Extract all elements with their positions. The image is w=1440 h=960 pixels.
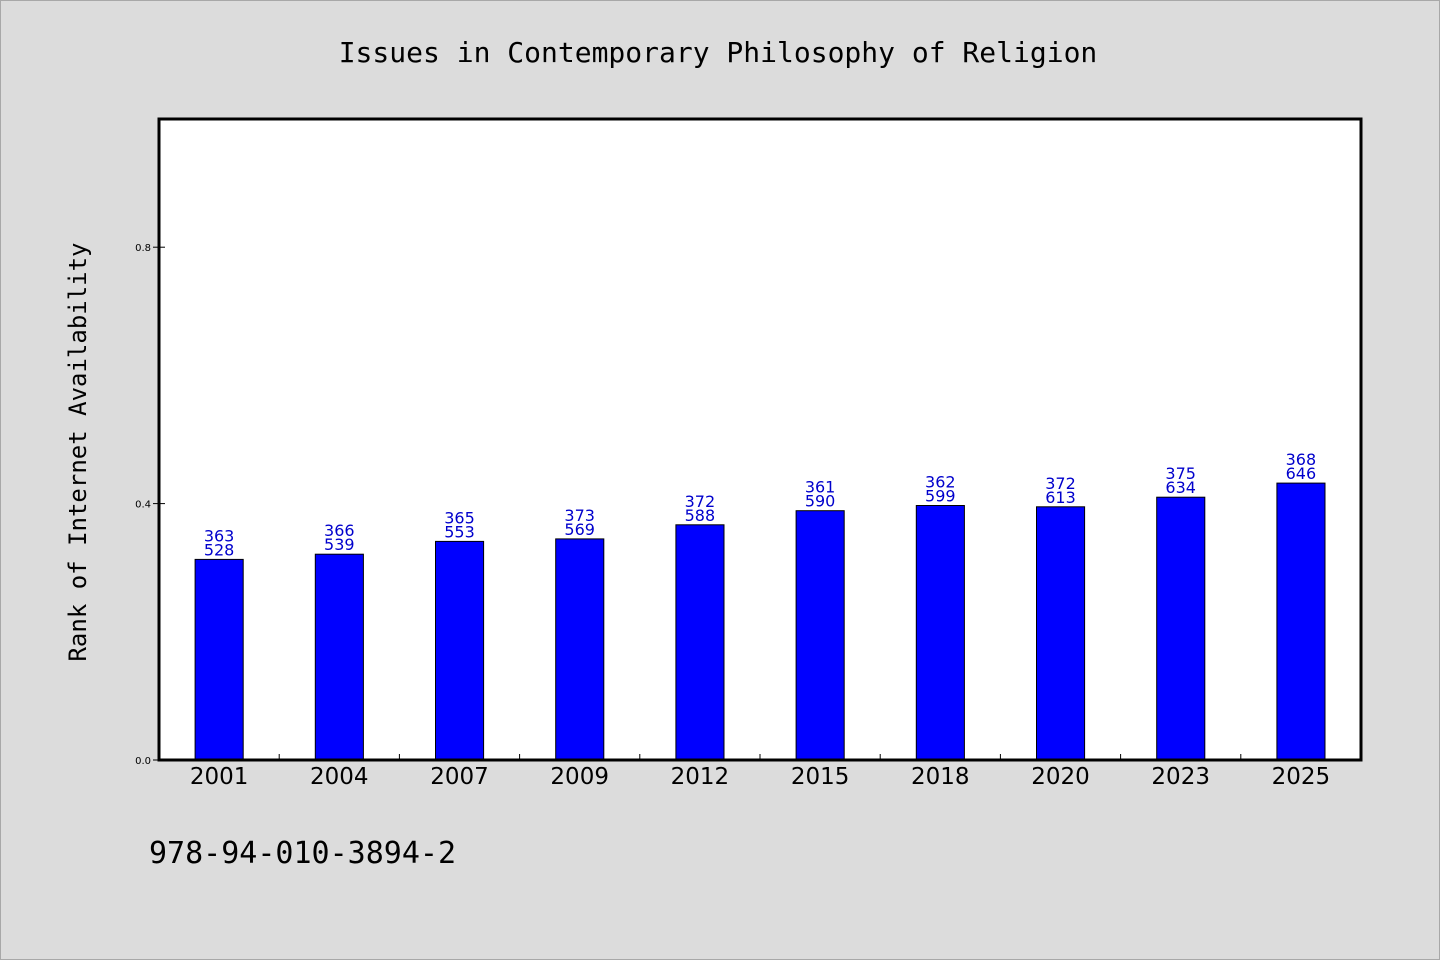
bar-data-label: 553 bbox=[444, 522, 475, 541]
x-tick-label: 2025 bbox=[1272, 764, 1331, 790]
y-tick-label: 0.4 bbox=[135, 500, 151, 511]
plot-frame bbox=[157, 117, 1363, 762]
bar-data-label: 366 bbox=[324, 521, 355, 540]
bar-2012 bbox=[675, 524, 725, 761]
y-tick-label: 0.0 bbox=[135, 756, 151, 767]
y-axis-label: Rank of Internet Availability bbox=[64, 242, 92, 661]
bar-data-label: 599 bbox=[925, 487, 956, 506]
bar-2020 bbox=[1036, 506, 1086, 761]
bar-data-label: 368 bbox=[1286, 450, 1317, 469]
x-tick-label: 2009 bbox=[550, 764, 609, 790]
bar-data-label: 613 bbox=[1045, 488, 1076, 507]
bar-2015 bbox=[795, 510, 845, 761]
bar-data-label: 539 bbox=[324, 535, 355, 554]
bar-2007 bbox=[435, 540, 485, 761]
bar-data-label: 375 bbox=[1165, 464, 1196, 483]
bar-data-label: 361 bbox=[805, 478, 836, 497]
bar-data-label: 365 bbox=[444, 508, 475, 527]
bar-data-label: 634 bbox=[1165, 478, 1196, 497]
bar-data-label: 590 bbox=[805, 492, 836, 511]
bar-data-label: 646 bbox=[1286, 464, 1317, 483]
bar-2001 bbox=[194, 558, 244, 761]
bar-data-label: 372 bbox=[1045, 474, 1076, 493]
bars-group: 3635283665393655533735693725883615903625… bbox=[194, 450, 1326, 761]
x-tick-label: 2007 bbox=[430, 764, 489, 790]
x-axis-ticks: 2001 2004 2007 2009 2012 2015 2018 2020 2023 2025 bbox=[190, 754, 1330, 790]
bar-data-label: 588 bbox=[685, 506, 716, 525]
x-tick-label: 2018 bbox=[911, 764, 970, 790]
bar-2004 bbox=[314, 553, 364, 761]
x-tick-label: 2015 bbox=[791, 764, 850, 790]
bar-data-label: 372 bbox=[685, 492, 716, 511]
x-tick-label: 2004 bbox=[310, 764, 369, 790]
bar-2025 bbox=[1276, 482, 1326, 761]
bar-2009 bbox=[555, 538, 605, 761]
bar-data-label: 373 bbox=[564, 506, 595, 525]
x-tick-label: 2020 bbox=[1031, 764, 1090, 790]
bar-2023 bbox=[1156, 496, 1206, 761]
y-tick-label: 0.8 bbox=[135, 243, 151, 254]
bar-data-label: 569 bbox=[564, 520, 595, 539]
x-tick-label: 2001 bbox=[190, 764, 249, 790]
chart-title: Issues in Contemporary Philosophy of Rel… bbox=[339, 36, 1098, 69]
bar-2018 bbox=[915, 505, 965, 761]
x-tick-label: 2012 bbox=[671, 764, 730, 790]
footer-isbn: 978-94-010-3894-2 bbox=[149, 836, 456, 871]
x-tick-label: 2023 bbox=[1151, 764, 1210, 790]
bar-data-label: 362 bbox=[925, 473, 956, 492]
bar-data-label: 363 bbox=[204, 526, 235, 545]
bar-data-label: 528 bbox=[204, 540, 235, 559]
